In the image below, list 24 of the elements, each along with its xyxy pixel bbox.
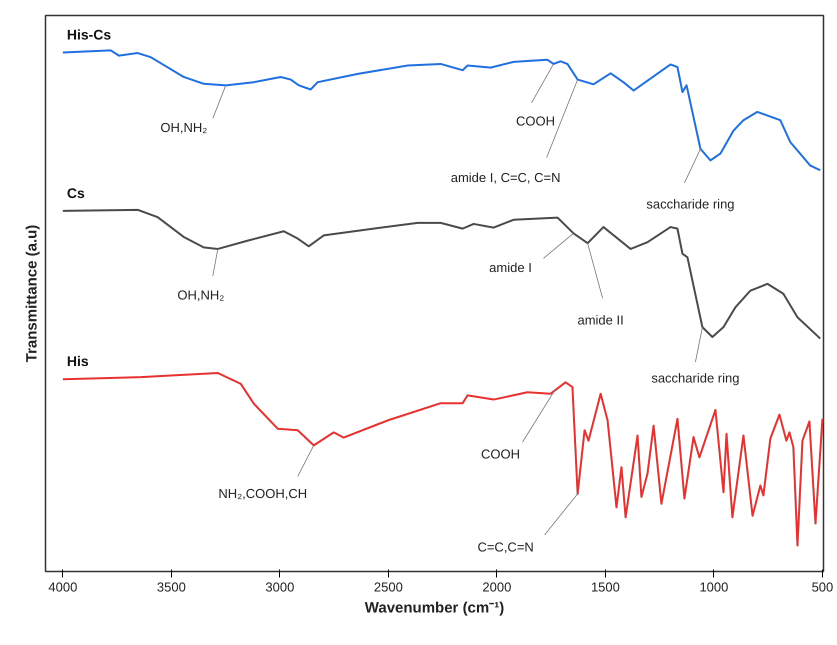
series-label: His-Cs xyxy=(66,26,112,42)
y-axis-title: Transmittance (a.u) xyxy=(24,224,40,362)
x-tick-label: 1500 xyxy=(590,580,620,594)
x-tick-label: 3000 xyxy=(265,580,294,594)
annotation: C=C,C=N xyxy=(477,539,534,554)
annotation: OH,NH₂ xyxy=(160,120,208,135)
x-tick-label: 3500 xyxy=(156,580,186,594)
annotation: saccharide ring xyxy=(646,196,735,212)
series-label: Cs xyxy=(66,184,85,201)
annotation: COOH xyxy=(480,446,520,462)
x-tick-label: 2500 xyxy=(374,580,403,594)
x-tick-label: 1000 xyxy=(699,580,728,594)
x-tick-label: 2000 xyxy=(482,580,512,594)
annotation: NH₂,COOH,CH xyxy=(218,486,308,501)
annotation: amide I xyxy=(489,260,532,275)
annotation: amide II xyxy=(577,312,624,328)
annotation: OH,NH₂ xyxy=(177,287,224,302)
annotation: COOH xyxy=(516,113,556,128)
x-axis-title: Wavenumber (cm⁻¹) xyxy=(364,600,504,616)
annotation: saccharide ring xyxy=(651,370,740,386)
annotation: amide I, C=C, C=N xyxy=(450,170,561,186)
x-tick-label: 500 xyxy=(812,580,834,594)
x-tick-label: 4000 xyxy=(48,580,78,594)
series-label: His xyxy=(66,353,89,370)
